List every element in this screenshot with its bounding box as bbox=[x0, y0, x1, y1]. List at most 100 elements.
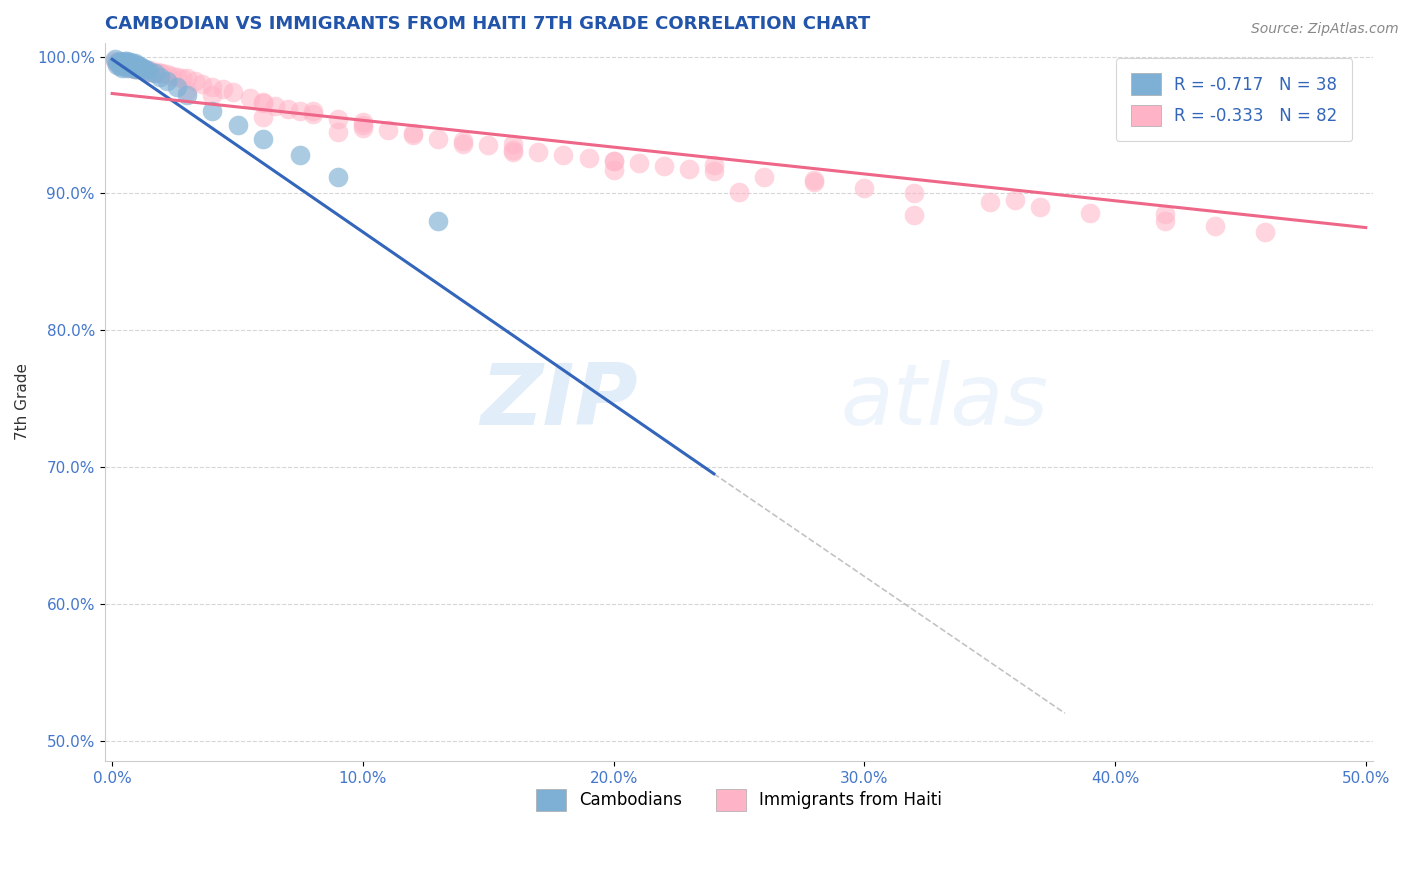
Point bbox=[127, 62, 149, 76]
Point bbox=[108, 58, 131, 72]
Point bbox=[502, 143, 524, 157]
Point bbox=[115, 59, 138, 73]
Point bbox=[252, 131, 274, 145]
Point bbox=[111, 55, 134, 70]
Point bbox=[903, 186, 925, 201]
Legend: Cambodians, Immigrants from Haiti: Cambodians, Immigrants from Haiti bbox=[530, 782, 949, 817]
Point bbox=[184, 74, 207, 88]
Point bbox=[326, 112, 349, 127]
Point bbox=[979, 194, 1001, 209]
Point bbox=[853, 181, 876, 195]
Point bbox=[427, 213, 450, 227]
Point bbox=[602, 153, 624, 168]
Point bbox=[136, 63, 159, 78]
Point bbox=[221, 85, 243, 99]
Point bbox=[578, 151, 600, 165]
Point bbox=[139, 64, 162, 78]
Point bbox=[652, 159, 675, 173]
Point bbox=[149, 66, 172, 80]
Point bbox=[114, 54, 136, 68]
Point bbox=[451, 137, 474, 152]
Point bbox=[156, 67, 179, 81]
Point bbox=[301, 104, 323, 119]
Point bbox=[136, 64, 159, 78]
Point bbox=[143, 66, 166, 80]
Point bbox=[166, 70, 188, 84]
Point bbox=[176, 84, 198, 98]
Point bbox=[115, 61, 138, 75]
Point bbox=[105, 55, 128, 70]
Point bbox=[127, 58, 149, 72]
Point bbox=[156, 74, 179, 88]
Point bbox=[149, 70, 172, 84]
Point bbox=[114, 56, 136, 70]
Point bbox=[201, 104, 224, 119]
Point bbox=[162, 69, 184, 83]
Point bbox=[176, 87, 198, 102]
Point bbox=[104, 52, 127, 66]
Text: CAMBODIAN VS IMMIGRANTS FROM HAITI 7TH GRADE CORRELATION CHART: CAMBODIAN VS IMMIGRANTS FROM HAITI 7TH G… bbox=[104, 15, 870, 33]
Point bbox=[124, 62, 146, 76]
Point bbox=[678, 161, 700, 176]
Point bbox=[326, 169, 349, 184]
Point bbox=[211, 82, 233, 96]
Point bbox=[124, 56, 146, 70]
Point bbox=[352, 115, 374, 129]
Point bbox=[728, 185, 751, 199]
Point bbox=[252, 96, 274, 111]
Point bbox=[290, 148, 312, 162]
Point bbox=[752, 169, 775, 184]
Point bbox=[402, 128, 425, 142]
Point bbox=[602, 163, 624, 178]
Point bbox=[131, 61, 153, 75]
Point bbox=[1004, 193, 1026, 207]
Point bbox=[803, 176, 825, 190]
Point bbox=[527, 145, 550, 160]
Point bbox=[166, 79, 188, 94]
Text: Source: ZipAtlas.com: Source: ZipAtlas.com bbox=[1251, 22, 1399, 37]
Point bbox=[252, 95, 274, 109]
Point bbox=[114, 59, 136, 73]
Point bbox=[326, 125, 349, 139]
Point bbox=[146, 64, 169, 78]
Point bbox=[477, 138, 499, 153]
Text: atlas: atlas bbox=[841, 360, 1049, 443]
Point bbox=[134, 62, 156, 76]
Point bbox=[143, 66, 166, 80]
Point bbox=[111, 61, 134, 75]
Point bbox=[201, 79, 224, 94]
Point bbox=[352, 118, 374, 132]
Point bbox=[131, 63, 153, 78]
Y-axis label: 7th Grade: 7th Grade bbox=[15, 363, 30, 441]
Point bbox=[1154, 213, 1177, 227]
Point bbox=[134, 63, 156, 78]
Point bbox=[277, 102, 299, 116]
Point bbox=[139, 63, 162, 78]
Point bbox=[108, 54, 131, 68]
Point bbox=[108, 59, 131, 73]
Point bbox=[377, 123, 399, 137]
Point bbox=[553, 148, 575, 162]
Point bbox=[1204, 219, 1226, 234]
Point bbox=[150, 66, 173, 80]
Point bbox=[1029, 200, 1052, 214]
Point bbox=[290, 104, 312, 119]
Point bbox=[105, 56, 128, 70]
Point bbox=[402, 126, 425, 140]
Point bbox=[114, 59, 136, 73]
Point bbox=[1078, 205, 1101, 219]
Point bbox=[105, 58, 128, 72]
Point bbox=[226, 118, 249, 132]
Point bbox=[118, 61, 141, 75]
Point bbox=[115, 54, 138, 68]
Point bbox=[502, 145, 524, 160]
Point bbox=[427, 131, 450, 145]
Point bbox=[111, 58, 134, 72]
Point bbox=[176, 71, 198, 86]
Point bbox=[104, 54, 127, 68]
Point bbox=[264, 99, 287, 113]
Point bbox=[127, 62, 149, 76]
Point bbox=[627, 156, 650, 170]
Point bbox=[124, 62, 146, 76]
Point bbox=[451, 135, 474, 149]
